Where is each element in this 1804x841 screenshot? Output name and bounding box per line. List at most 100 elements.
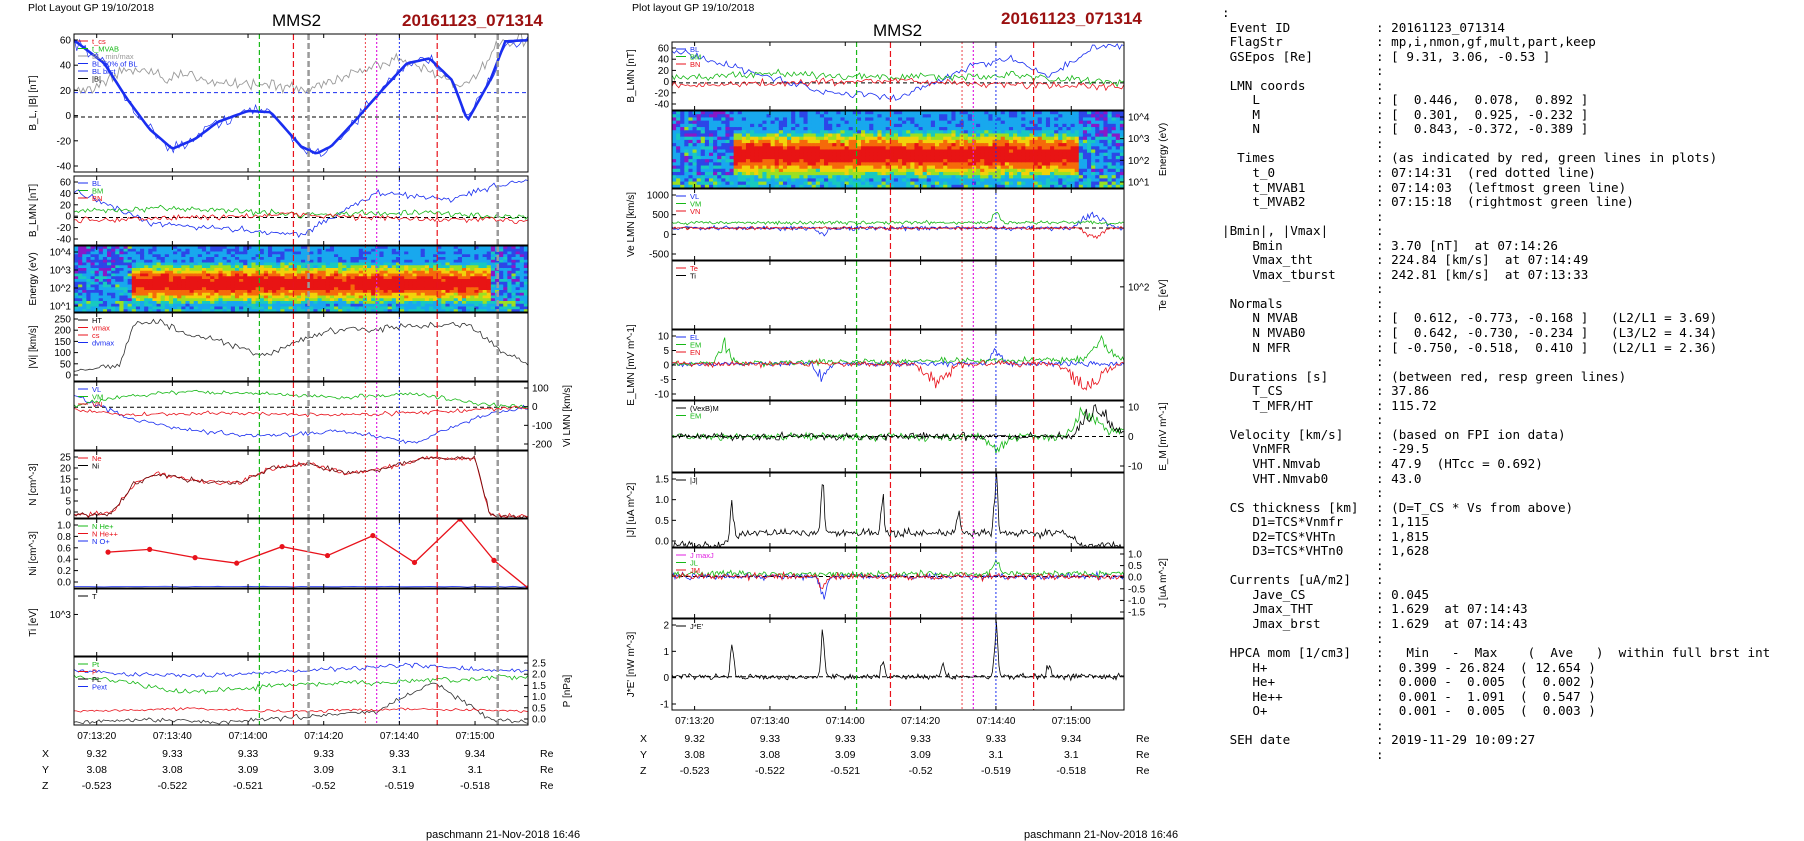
- spectrogram-cell: [173, 295, 178, 299]
- spectrogram-cell: [708, 111, 714, 115]
- spectrogram-cell: [210, 303, 215, 308]
- spectrogram-cell: [102, 279, 108, 283]
- spectrogram-cell: [408, 309, 414, 312]
- spectrogram-cell: [251, 270, 257, 275]
- spectrogram-cell: [135, 262, 141, 266]
- spectrogram-cell: [144, 251, 149, 255]
- spectrogram-cell: [329, 281, 335, 286]
- spectrogram-cell: [943, 139, 948, 144]
- spectrogram-cell: [263, 251, 269, 255]
- spectrogram-cell: [770, 162, 776, 167]
- spectrogram-cell: [210, 254, 215, 258]
- spectrogram-cell: [201, 254, 207, 258]
- y-tick-label: 40: [658, 55, 670, 66]
- spectrogram-cell: [787, 130, 792, 135]
- spectrogram-cell: [461, 298, 467, 302]
- spectrogram-cell: [201, 273, 207, 277]
- spectrogram-cell: [152, 284, 158, 288]
- spectrogram-cell: [499, 246, 504, 250]
- spectrogram-cell: [206, 270, 211, 275]
- spectrogram-cell: [861, 178, 866, 183]
- spectrogram-cell: [967, 159, 973, 163]
- spectrogram-cell: [284, 248, 290, 253]
- spectrogram-cell: [350, 257, 356, 261]
- spectrogram-cell: [466, 279, 471, 283]
- spectrogram-cell: [963, 120, 969, 125]
- spectrogram-cell: [523, 303, 528, 308]
- spectrogram-cell: [358, 290, 364, 294]
- spectrogram-cell: [959, 168, 965, 173]
- spectrogram-cell: [156, 276, 162, 280]
- spectrogram-cell: [519, 301, 525, 305]
- position-value: 3.09: [313, 764, 334, 776]
- spectrogram-cell: [317, 251, 323, 255]
- spectrogram-cell: [400, 303, 405, 308]
- spectrogram-cell: [313, 257, 319, 261]
- spectrogram-cell: [119, 268, 125, 272]
- spectrogram-cell: [840, 117, 846, 122]
- spectrogram-cell: [676, 143, 681, 147]
- spectrogram-cell: [737, 133, 743, 138]
- spectrogram-cell: [885, 149, 891, 154]
- spectrogram-cell: [334, 306, 339, 310]
- spectrogram-cell: [90, 295, 96, 299]
- spectrogram-cell: [296, 284, 302, 288]
- spectrogram-cell: [453, 301, 459, 305]
- spectrogram-cell: [156, 279, 162, 283]
- spectrogram-cell: [902, 117, 907, 122]
- spectrogram-cell: [787, 114, 792, 119]
- spectrogram-cell: [408, 268, 414, 272]
- data-point: [234, 560, 240, 566]
- spectrogram-cell: [482, 248, 488, 253]
- spectrogram-cell: [922, 181, 928, 186]
- spectrogram-cell: [828, 130, 833, 135]
- spectrogram-cell: [288, 295, 294, 299]
- spectrogram-cell: [197, 292, 203, 297]
- spectrogram-cell: [848, 175, 854, 179]
- spectrogram-cell: [750, 155, 755, 160]
- spectrogram-cell: [499, 301, 504, 305]
- spectrogram-cell: [848, 146, 854, 151]
- spectrogram-cell: [959, 136, 965, 141]
- spectrogram-cell: [226, 306, 232, 310]
- spectrogram-cell: [400, 248, 405, 253]
- spectrogram-cell: [873, 149, 879, 154]
- spectrogram-cell: [267, 279, 273, 283]
- spectrogram-cell: [214, 246, 220, 250]
- y-tick-label: 20: [60, 200, 72, 211]
- spectrogram-cell: [692, 162, 698, 167]
- spectrogram-cell: [375, 306, 381, 310]
- spectrogram-cell: [787, 133, 792, 138]
- spectrogram-cell: [346, 290, 352, 294]
- spectrogram-cell: [737, 114, 743, 119]
- spectrogram-cell: [230, 276, 236, 280]
- spectrogram-cell: [309, 246, 314, 250]
- spectrogram-cell: [115, 270, 120, 275]
- spectrogram-cell: [173, 268, 178, 272]
- spectrogram-cell: [292, 292, 298, 297]
- spectrogram-cell: [819, 136, 825, 141]
- spectrogram-cell: [135, 290, 141, 294]
- spectrogram-cell: [971, 130, 977, 135]
- spectrogram-cell: [168, 251, 174, 255]
- spectrogram-cell: [856, 120, 862, 125]
- spectrogram-cell: [951, 171, 957, 176]
- spectrogram-cell: [201, 251, 207, 255]
- spectrogram-cell: [420, 248, 426, 253]
- spectrogram-cell: [515, 259, 521, 264]
- spectrogram-cell: [78, 262, 83, 266]
- spectrogram-cell: [815, 136, 821, 141]
- spectrogram-cell: [148, 309, 154, 312]
- spectrogram-cell: [770, 149, 776, 154]
- spectrogram-cell: [309, 309, 314, 312]
- spectrogram-cell: [185, 303, 191, 308]
- spectrogram-cell: [910, 162, 916, 167]
- spectrogram-cell: [354, 246, 360, 250]
- series-line-n-he-: [74, 585, 528, 588]
- spectrogram-cell: [971, 114, 977, 119]
- spectrogram-cell: [486, 265, 492, 269]
- spectrogram-cell: [934, 155, 940, 160]
- spectrogram-cell: [470, 303, 475, 308]
- spectrogram-cell: [140, 246, 145, 250]
- spectrogram-cell: [507, 298, 513, 302]
